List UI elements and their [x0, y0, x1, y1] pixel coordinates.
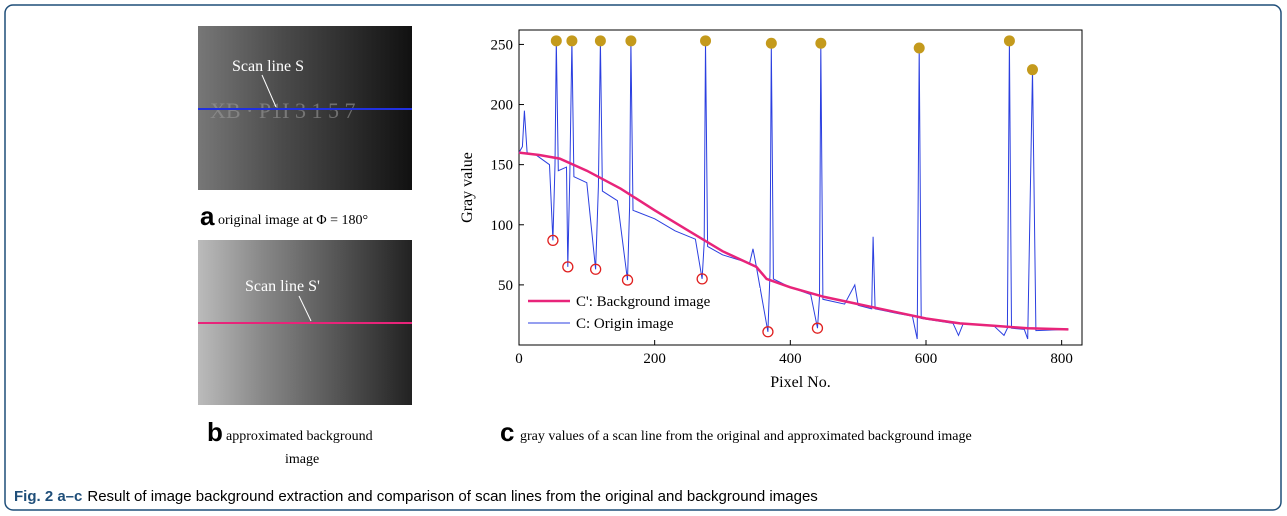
valley-marker: [811, 322, 824, 334]
y-tick-label: 150: [491, 158, 514, 174]
y-axis-label: Gray value: [459, 152, 476, 223]
pointer: [298, 295, 312, 322]
caption-text: Result of image background extraction an…: [87, 488, 817, 505]
peak-marker: [550, 35, 562, 47]
panel-label: image: [285, 452, 319, 467]
peak-marker: [700, 35, 712, 47]
series-line: [518, 151, 1069, 331]
pointer: [261, 74, 277, 108]
watermark: XB · P1I 3 1 5 7: [210, 98, 355, 123]
peak-marker: [1026, 64, 1038, 76]
panel-label: approximated background: [226, 429, 373, 444]
panel-label: original image at Φ = 180°: [218, 213, 368, 228]
caption: Fig. 2 a–c Result of image background ext…: [14, 488, 818, 505]
panel-letter: b: [207, 417, 223, 447]
valley-marker: [762, 326, 774, 338]
y-tick-label: 250: [491, 37, 514, 53]
legend-label: C: Origin image: [576, 316, 674, 332]
panel-label: gray values of a scan line from the orig…: [520, 429, 972, 444]
valley-marker: [562, 261, 574, 273]
y-tick-label: 50: [498, 278, 513, 294]
x-axis-label: Pixel No.: [770, 374, 830, 391]
legend-box: [522, 288, 760, 336]
valley-marker: [696, 273, 708, 285]
panel-letter: a: [200, 201, 215, 231]
panel-letter: c: [500, 417, 514, 447]
peak-marker: [566, 35, 578, 47]
y-tick-label: 200: [491, 98, 514, 114]
series-line: [518, 40, 1069, 340]
peak-marker: [765, 37, 777, 49]
x-tick-label: 600: [915, 351, 938, 367]
peak-marker: [625, 35, 637, 47]
valley-marker: [589, 263, 602, 275]
scan-label: Scan line S: [232, 58, 304, 75]
peak-marker: [815, 37, 827, 49]
valley-marker: [621, 274, 634, 286]
valley-marker: [547, 234, 559, 247]
caption-figure: Fig. 2 a–c: [14, 488, 82, 505]
legend-label: C': Background image: [576, 294, 711, 310]
plot-area: [518, 29, 1083, 346]
frame: [4, 4, 1282, 511]
peak-marker: [913, 42, 925, 54]
x-tick-label: 800: [1050, 351, 1073, 367]
peak-marker: [594, 35, 606, 47]
chart: 0 200 400 600 800 50 100 150 200 250 Pixel No. Gray…: [459, 29, 1083, 391]
x-tick-label: 400: [779, 351, 802, 367]
scan-label: Scan line S': [245, 278, 320, 295]
peak-marker: [1003, 35, 1015, 47]
y-tick-label: 100: [491, 218, 514, 234]
x-tick-label: 200: [643, 351, 666, 367]
x-tick-label: 0: [515, 351, 523, 367]
